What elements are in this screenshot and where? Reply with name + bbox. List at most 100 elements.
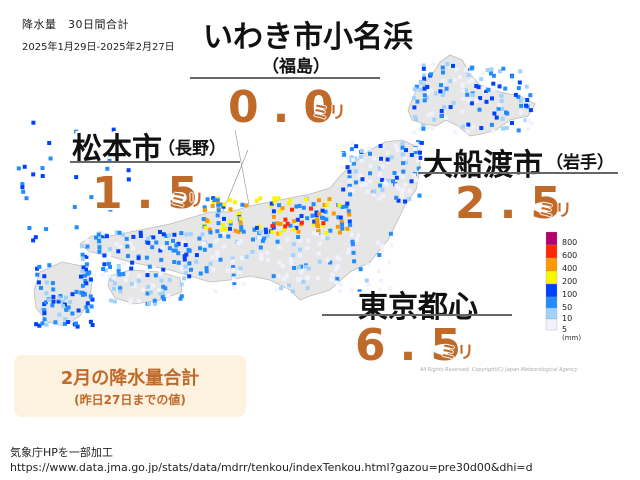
station-marker: [348, 192, 353, 197]
station-marker: [167, 233, 171, 238]
station-marker: [205, 197, 210, 202]
station-marker: [380, 244, 385, 248]
station-marker: [283, 217, 288, 222]
station-marker: [36, 280, 41, 285]
station-marker: [497, 103, 502, 108]
station-marker: [203, 225, 208, 230]
station-marker: [428, 88, 433, 93]
legend-label: 800: [562, 238, 578, 247]
location-unit-tokyo: ミリ: [440, 343, 474, 363]
station-marker: [147, 264, 152, 269]
station-marker: [208, 243, 213, 248]
station-marker: [112, 299, 117, 304]
station-marker: [37, 323, 42, 328]
station-marker: [415, 99, 420, 104]
station-marker: [259, 252, 264, 257]
station-marker: [252, 227, 257, 232]
station-marker: [80, 244, 85, 249]
station-marker: [92, 273, 97, 278]
station-marker: [271, 274, 276, 279]
station-marker: [371, 156, 376, 161]
station-marker: [81, 292, 86, 297]
station-marker: [198, 246, 202, 251]
station-marker: [294, 225, 299, 230]
station-marker: [396, 198, 401, 203]
station-marker: [379, 278, 383, 283]
station-marker: [176, 241, 181, 246]
station-marker: [526, 117, 530, 122]
station-marker: [283, 224, 288, 229]
station-marker: [448, 105, 453, 110]
summary-subtitle: (昨日27日までの値): [74, 393, 186, 407]
station-marker: [421, 126, 426, 131]
station-marker: [443, 115, 448, 120]
station-marker: [316, 229, 321, 234]
station-marker: [151, 265, 156, 270]
station-marker: [347, 186, 352, 191]
station-marker: [258, 196, 263, 201]
station-marker: [426, 89, 431, 94]
station-marker: [422, 98, 427, 103]
station-marker: [215, 255, 220, 260]
station-marker: [371, 192, 376, 197]
station-marker: [111, 275, 116, 280]
station-marker: [299, 220, 304, 225]
station-marker: [481, 71, 486, 76]
station-marker: [413, 147, 418, 151]
station-marker: [226, 234, 231, 239]
station-marker: [233, 200, 237, 205]
station-marker: [400, 175, 405, 179]
station-marker: [183, 271, 188, 276]
station-marker: [105, 166, 110, 171]
station-marker: [161, 267, 166, 272]
station-marker: [528, 93, 533, 98]
station-marker: [350, 189, 355, 193]
station-marker: [212, 198, 217, 203]
location-name-iwaki: いわき市小名浜: [203, 20, 413, 55]
station-marker: [152, 298, 157, 303]
station-marker: [317, 259, 322, 264]
station-marker: [347, 178, 352, 183]
station-marker: [421, 66, 426, 71]
station-marker: [391, 179, 395, 184]
station-marker: [42, 311, 47, 316]
station-marker: [167, 246, 172, 251]
legend-swatch: [545, 244, 558, 259]
station-marker: [360, 158, 364, 163]
station-marker: [147, 301, 151, 306]
station-marker: [278, 231, 283, 235]
station-marker: [61, 304, 65, 309]
station-marker: [434, 91, 439, 96]
legend-swatch: [545, 270, 558, 285]
station-marker: [16, 166, 21, 171]
station-marker: [88, 294, 93, 299]
station-marker: [102, 262, 107, 267]
station-marker: [221, 231, 226, 236]
legend-label: 5: [562, 325, 568, 334]
source-url[interactable]: https://www.data.jma.go.jp/stats/data/md…: [10, 461, 533, 474]
station-marker: [476, 85, 481, 90]
station-marker: [380, 248, 385, 253]
station-marker: [153, 273, 158, 278]
station-marker: [159, 257, 164, 262]
station-marker: [88, 319, 93, 324]
station-marker: [151, 283, 156, 288]
station-marker: [136, 256, 141, 261]
station-marker: [138, 230, 143, 235]
station-marker: [96, 232, 101, 237]
station-marker: [22, 164, 27, 169]
station-marker: [260, 238, 265, 243]
station-marker: [316, 224, 320, 228]
station-marker: [239, 225, 244, 230]
station-marker: [379, 156, 383, 161]
station-marker: [182, 276, 186, 281]
station-marker: [448, 79, 453, 83]
station-marker: [44, 291, 49, 296]
station-marker: [79, 274, 83, 279]
station-marker: [258, 256, 263, 261]
station-marker: [386, 160, 391, 165]
station-marker: [285, 237, 290, 242]
station-marker: [501, 66, 506, 71]
station-marker: [412, 87, 417, 92]
station-marker: [296, 229, 301, 234]
